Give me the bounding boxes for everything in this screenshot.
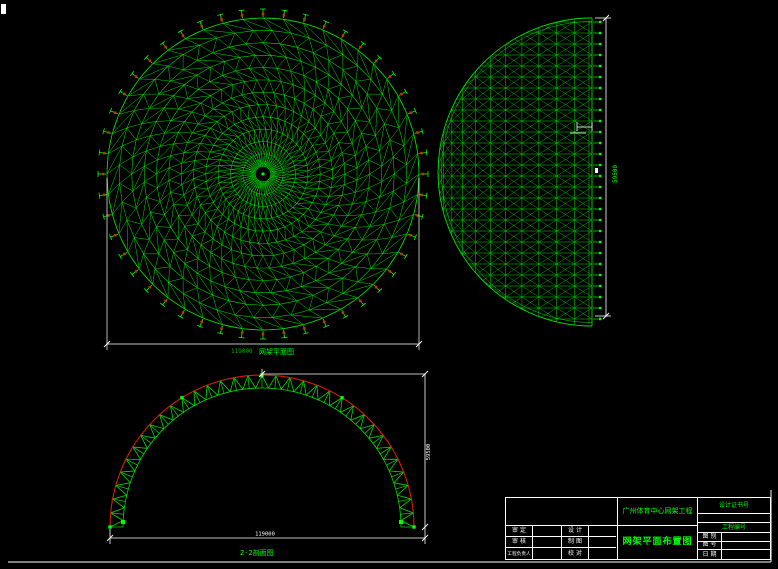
signature-grid: 审 定 设 计 审 核 制 图 工程负责人 校 对: [506, 526, 617, 559]
field-value: [722, 542, 770, 551]
field-label: 制 图: [562, 537, 589, 548]
archive-label: 工程编号: [698, 523, 770, 533]
field-label: 图 别: [698, 533, 722, 542]
field-value: [533, 537, 562, 548]
title-block-name-section: 广州体育中心网架工程 网架平面布置图: [618, 498, 698, 559]
field-label: 审 核: [506, 537, 533, 548]
field-value: [722, 550, 770, 559]
field-value: [589, 526, 616, 537]
title-block-meta-section: 设计证书号 工程编号 图 别 图 号 日 期: [698, 498, 770, 559]
company-cell: [506, 498, 617, 526]
field-label: 工程负责人: [506, 548, 533, 559]
sheet-border: [1, 4, 772, 563]
drawing-title: 网架平面布置图: [622, 537, 693, 547]
plan-view: [97, 8, 429, 340]
svg-text:59500: 59500: [426, 444, 432, 461]
svg-text:2-2剖面图: 2-2剖面图: [240, 548, 274, 557]
project-name: 广州体育中心网架工程: [618, 498, 697, 526]
title-block: 审 定 设 计 审 核 制 图 工程负责人 校 对 广州体育中心网架工程 网架平…: [505, 497, 771, 560]
svg-text:119000: 119000: [255, 532, 275, 538]
certificate-label: 设计证书号: [698, 498, 770, 514]
field-value: [589, 548, 616, 559]
title-block-signature-section: 审 定 设 计 审 核 制 图 工程负责人 校 对: [506, 498, 618, 559]
plan-dimension: 119000 网架平面图: [103, 178, 423, 356]
field-label: 图 号: [698, 541, 722, 551]
field-label: 日 期: [698, 550, 722, 559]
section-view: [108, 373, 416, 529]
meta-grid: 图 别 图 号 日 期: [698, 533, 770, 559]
field-label: 设 计: [562, 526, 589, 537]
field-value: [533, 548, 562, 559]
field-value: [722, 533, 770, 542]
field-value: [533, 526, 562, 537]
field-value: [589, 537, 616, 548]
svg-text:59500: 59500: [612, 165, 619, 183]
field-label-text: 工程负责人: [507, 550, 531, 556]
certificate-value: [698, 514, 770, 523]
svg-text:119000: 119000: [231, 348, 253, 355]
field-label: 校 对: [562, 548, 589, 559]
elevation-view: [437, 17, 602, 327]
section-dimension: 59500 119000 2-2剖面图: [106, 369, 432, 557]
svg-text:网架平面图: 网架平面图: [259, 348, 294, 356]
elevation-dimension: 59500: [570, 14, 619, 320]
field-label: 审 定: [506, 526, 533, 537]
